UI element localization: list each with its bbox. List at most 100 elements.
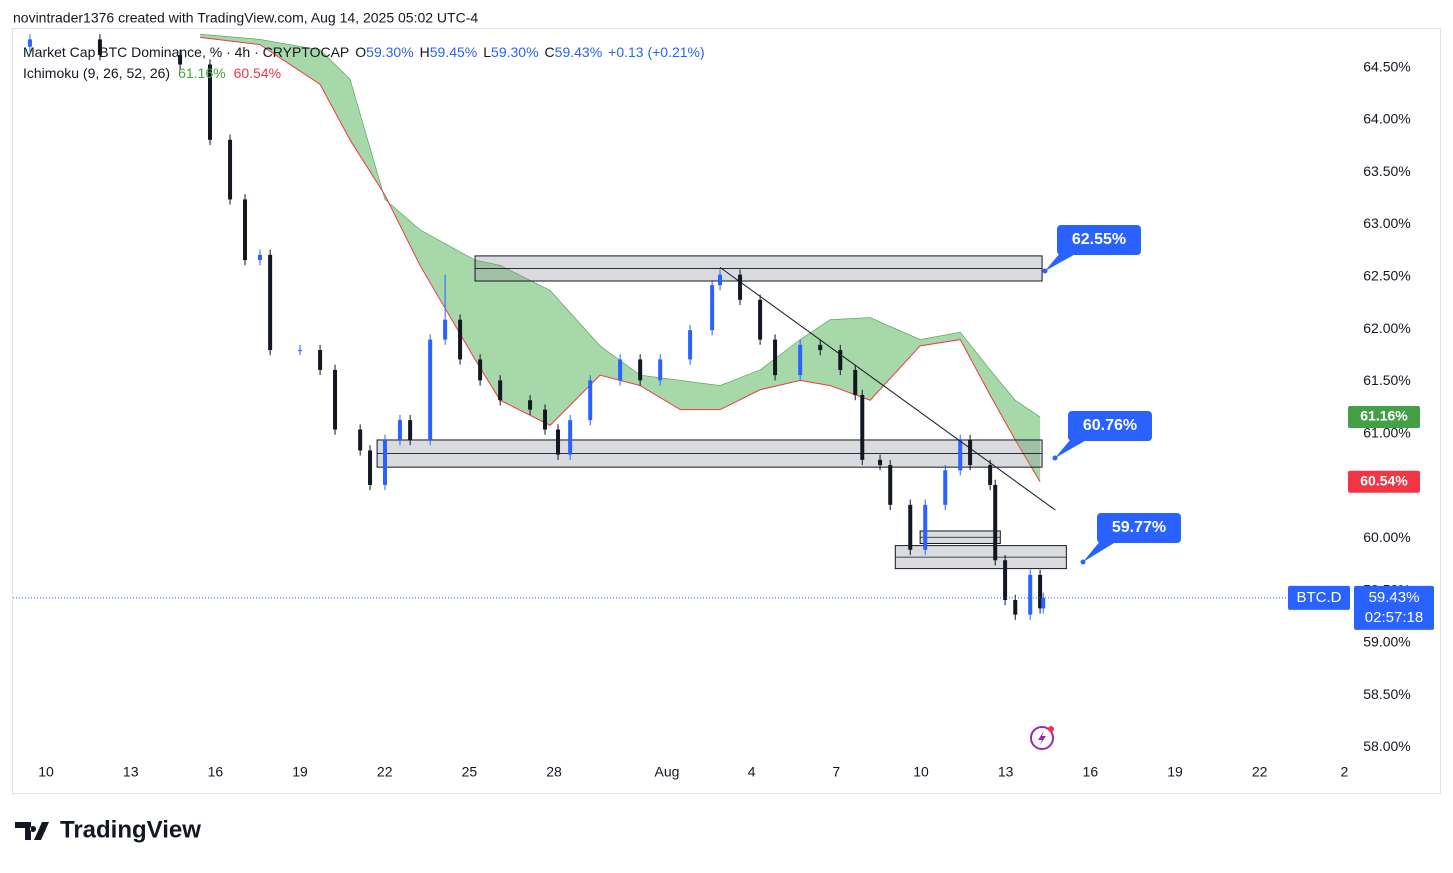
brand: TradingView <box>15 816 201 843</box>
indicator-name: Ichimoku (9, 26, 52, 26) <box>23 65 170 81</box>
plot-area: 62.55%60.76%59.77%58.00%58.50%59.00%59.5… <box>13 33 1434 780</box>
legend-overlay: Market Cap BTC Dominance, % · 4h · CRYPT… <box>23 44 705 81</box>
candle-body <box>1028 574 1033 615</box>
ohlc-value: 59.43% <box>555 44 602 60</box>
candle-body <box>383 439 388 485</box>
symbol-title: Market Cap BTC Dominance, % · 4h · CRYPT… <box>23 44 349 60</box>
indicator-line: Ichimoku (9, 26, 52, 26) 61.16% 60.54% <box>23 65 281 81</box>
callout-label: 60.76% <box>1083 417 1137 434</box>
alert-circle[interactable] <box>1030 726 1054 750</box>
x-tick-label: 16 <box>208 764 224 780</box>
y-tick-label: 64.00% <box>1363 111 1410 127</box>
candle-body <box>556 429 561 455</box>
candle-body <box>988 465 993 485</box>
y-tick-label: 62.50% <box>1363 268 1410 284</box>
candle-body <box>478 359 483 381</box>
candle-body <box>888 465 893 505</box>
candle-body <box>798 344 803 376</box>
candle-body <box>958 439 963 471</box>
callout-box <box>1068 411 1152 441</box>
ohlc-label: L <box>483 44 491 60</box>
x-tick-label: 22 <box>377 764 393 780</box>
y-tick-label: 59.00% <box>1363 634 1410 650</box>
candle-body <box>968 439 973 466</box>
series-layer <box>27 33 1067 620</box>
last-price-label: 59.43% <box>1369 589 1420 606</box>
x-tick-label: 13 <box>998 764 1014 780</box>
candle-body <box>443 319 448 340</box>
callout-label: 59.77% <box>1112 519 1166 536</box>
x-tick-label: 10 <box>38 764 54 780</box>
candle-body <box>243 199 248 261</box>
candle-body <box>878 459 883 466</box>
candle-body <box>257 254 262 261</box>
candle-body <box>528 400 533 410</box>
callout-label: 62.55% <box>1072 231 1126 248</box>
candle-body <box>543 409 548 430</box>
candle-body <box>358 429 363 451</box>
candle-body <box>1041 597 1046 609</box>
candle-body <box>97 39 102 56</box>
y-tick-label: 63.00% <box>1363 215 1410 231</box>
candle-body <box>428 339 433 440</box>
candle-body <box>710 285 715 331</box>
candle-body <box>568 420 573 455</box>
countdown: 02:57:18 <box>1365 609 1423 626</box>
credit: novintrader1376 created with TradingView… <box>13 10 478 26</box>
candle-body <box>1003 560 1008 600</box>
candle-body <box>688 330 693 360</box>
ohlc-value: 59.45% <box>430 44 477 60</box>
candle-body <box>588 380 593 421</box>
x-tick-label: 25 <box>462 764 478 780</box>
span-b-badge <box>1348 470 1420 493</box>
candle-body <box>298 350 303 352</box>
y-tick-label: 64.50% <box>1363 58 1410 74</box>
x-tick-label: 28 <box>546 764 562 780</box>
candle-body <box>27 39 32 47</box>
span-b-badge-label: 60.54% <box>1360 473 1408 489</box>
candle-body <box>268 254 273 351</box>
ohlc-label: O <box>355 44 366 60</box>
x-tick-label: 2 <box>1340 764 1348 780</box>
alert-icon[interactable] <box>1030 726 1054 750</box>
candle-body <box>943 470 948 505</box>
candle-body <box>853 369 858 395</box>
span-a-badge <box>1348 405 1420 428</box>
candle-body <box>368 450 373 485</box>
alert-bolt[interactable] <box>1038 731 1046 745</box>
y-tick-label: 62.00% <box>1363 320 1410 336</box>
candle-body <box>818 344 823 351</box>
y-tick-label: 61.50% <box>1363 372 1410 388</box>
indicator-value: 61.16% <box>178 65 225 81</box>
candle-body <box>638 359 643 381</box>
callout-box <box>1097 513 1181 543</box>
symbol-tag <box>1288 585 1350 610</box>
alert-dot[interactable] <box>1048 726 1054 732</box>
ohlc-label: H <box>420 44 430 60</box>
change: +0.13 (+0.21%) <box>608 44 705 60</box>
brand-name: TradingView <box>60 816 201 843</box>
candle-body <box>618 359 623 381</box>
ohlc-value: 59.30% <box>491 44 538 60</box>
callout-anchor <box>1052 455 1058 461</box>
x-tick-label: 4 <box>748 764 756 780</box>
trendline <box>719 267 1056 511</box>
candle-body <box>658 359 663 381</box>
candle-body <box>458 319 463 360</box>
x-tick-label: 13 <box>123 764 139 780</box>
legend-line: Market Cap BTC Dominance, % · 4h · CRYPT… <box>23 44 705 60</box>
y-tick-label: 61.00% <box>1363 424 1410 440</box>
callout-anchor <box>1042 268 1048 274</box>
ohlc-label: C <box>545 44 555 60</box>
candle-body <box>208 64 213 140</box>
candle-body <box>318 350 323 370</box>
y-tick-label: 58.00% <box>1363 738 1410 754</box>
candle-body <box>908 504 913 550</box>
x-tick-label: 7 <box>832 764 840 780</box>
y-tick-label: 63.50% <box>1363 163 1410 179</box>
ohlc-value: 59.30% <box>366 44 413 60</box>
x-tick-label: 10 <box>913 764 929 780</box>
ichimoku-span-b <box>200 36 1041 483</box>
